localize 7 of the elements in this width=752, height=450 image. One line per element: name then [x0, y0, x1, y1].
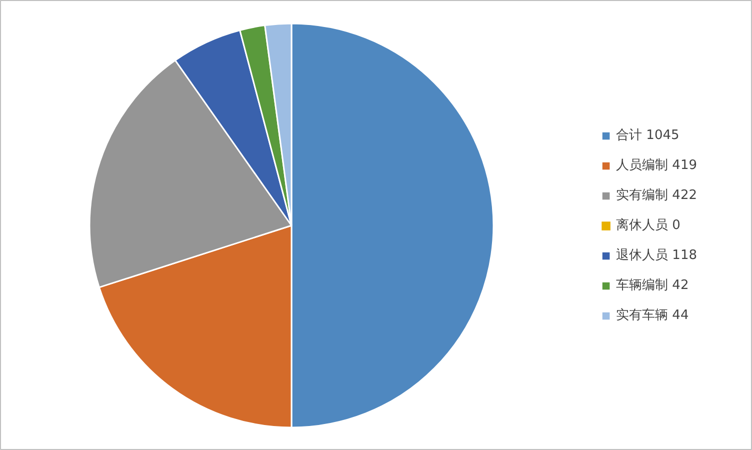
legend-label: 人员编制 419	[616, 157, 697, 174]
legend-label: 实有编制 422	[616, 187, 697, 204]
legend-label: 实有车辆 44	[616, 307, 689, 324]
legend-label: 合计 1045	[616, 127, 680, 144]
legend-label: 车辆编制 42	[616, 277, 689, 294]
legend-label: 离休人员 0	[616, 217, 680, 234]
legend-label: 退休人员 118	[616, 247, 697, 264]
